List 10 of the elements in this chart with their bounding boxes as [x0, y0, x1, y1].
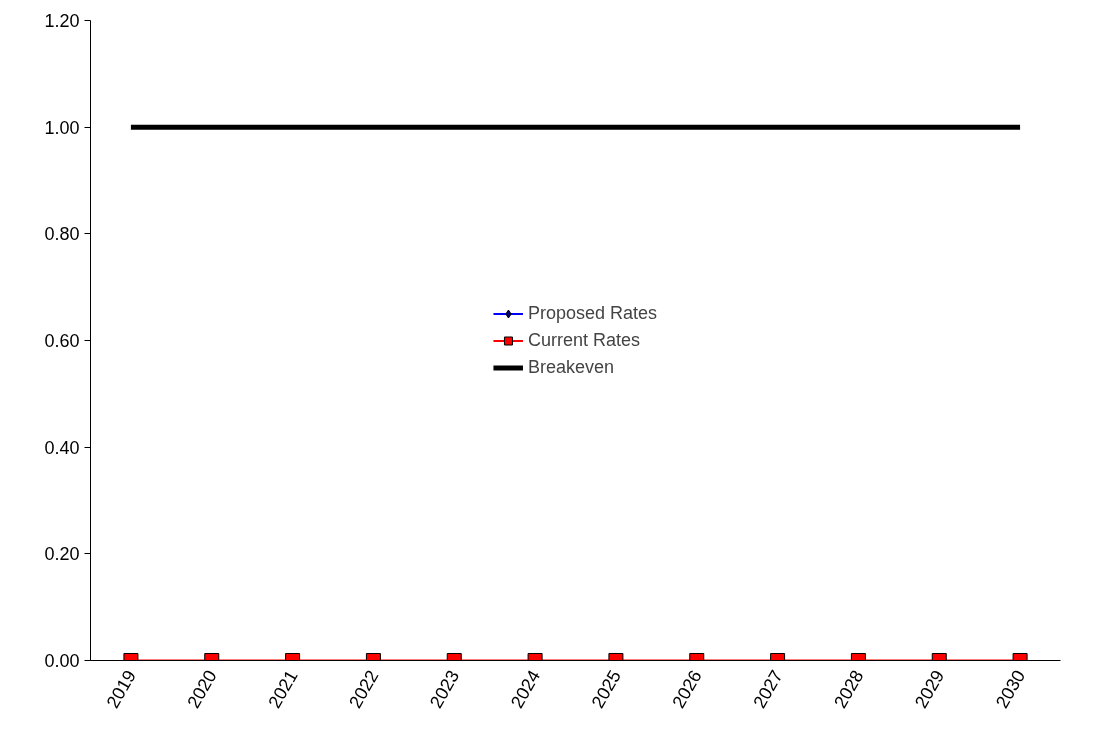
y-tick-label: 1.20	[44, 11, 80, 31]
legend-label: Current Rates	[527, 329, 641, 351]
y-tick-label: 0.40	[44, 437, 80, 458]
y-tick-label: 0.80	[44, 224, 80, 245]
y-tick-label: 1.00	[44, 117, 80, 138]
y-tick-label: 0.60	[44, 331, 80, 351]
legend-label: Proposed Rates	[527, 302, 658, 324]
y-tick-label: 0.00	[44, 651, 80, 671]
y-tick-label: 0.20	[44, 544, 80, 565]
legend-label: Breakeven	[527, 356, 615, 378]
